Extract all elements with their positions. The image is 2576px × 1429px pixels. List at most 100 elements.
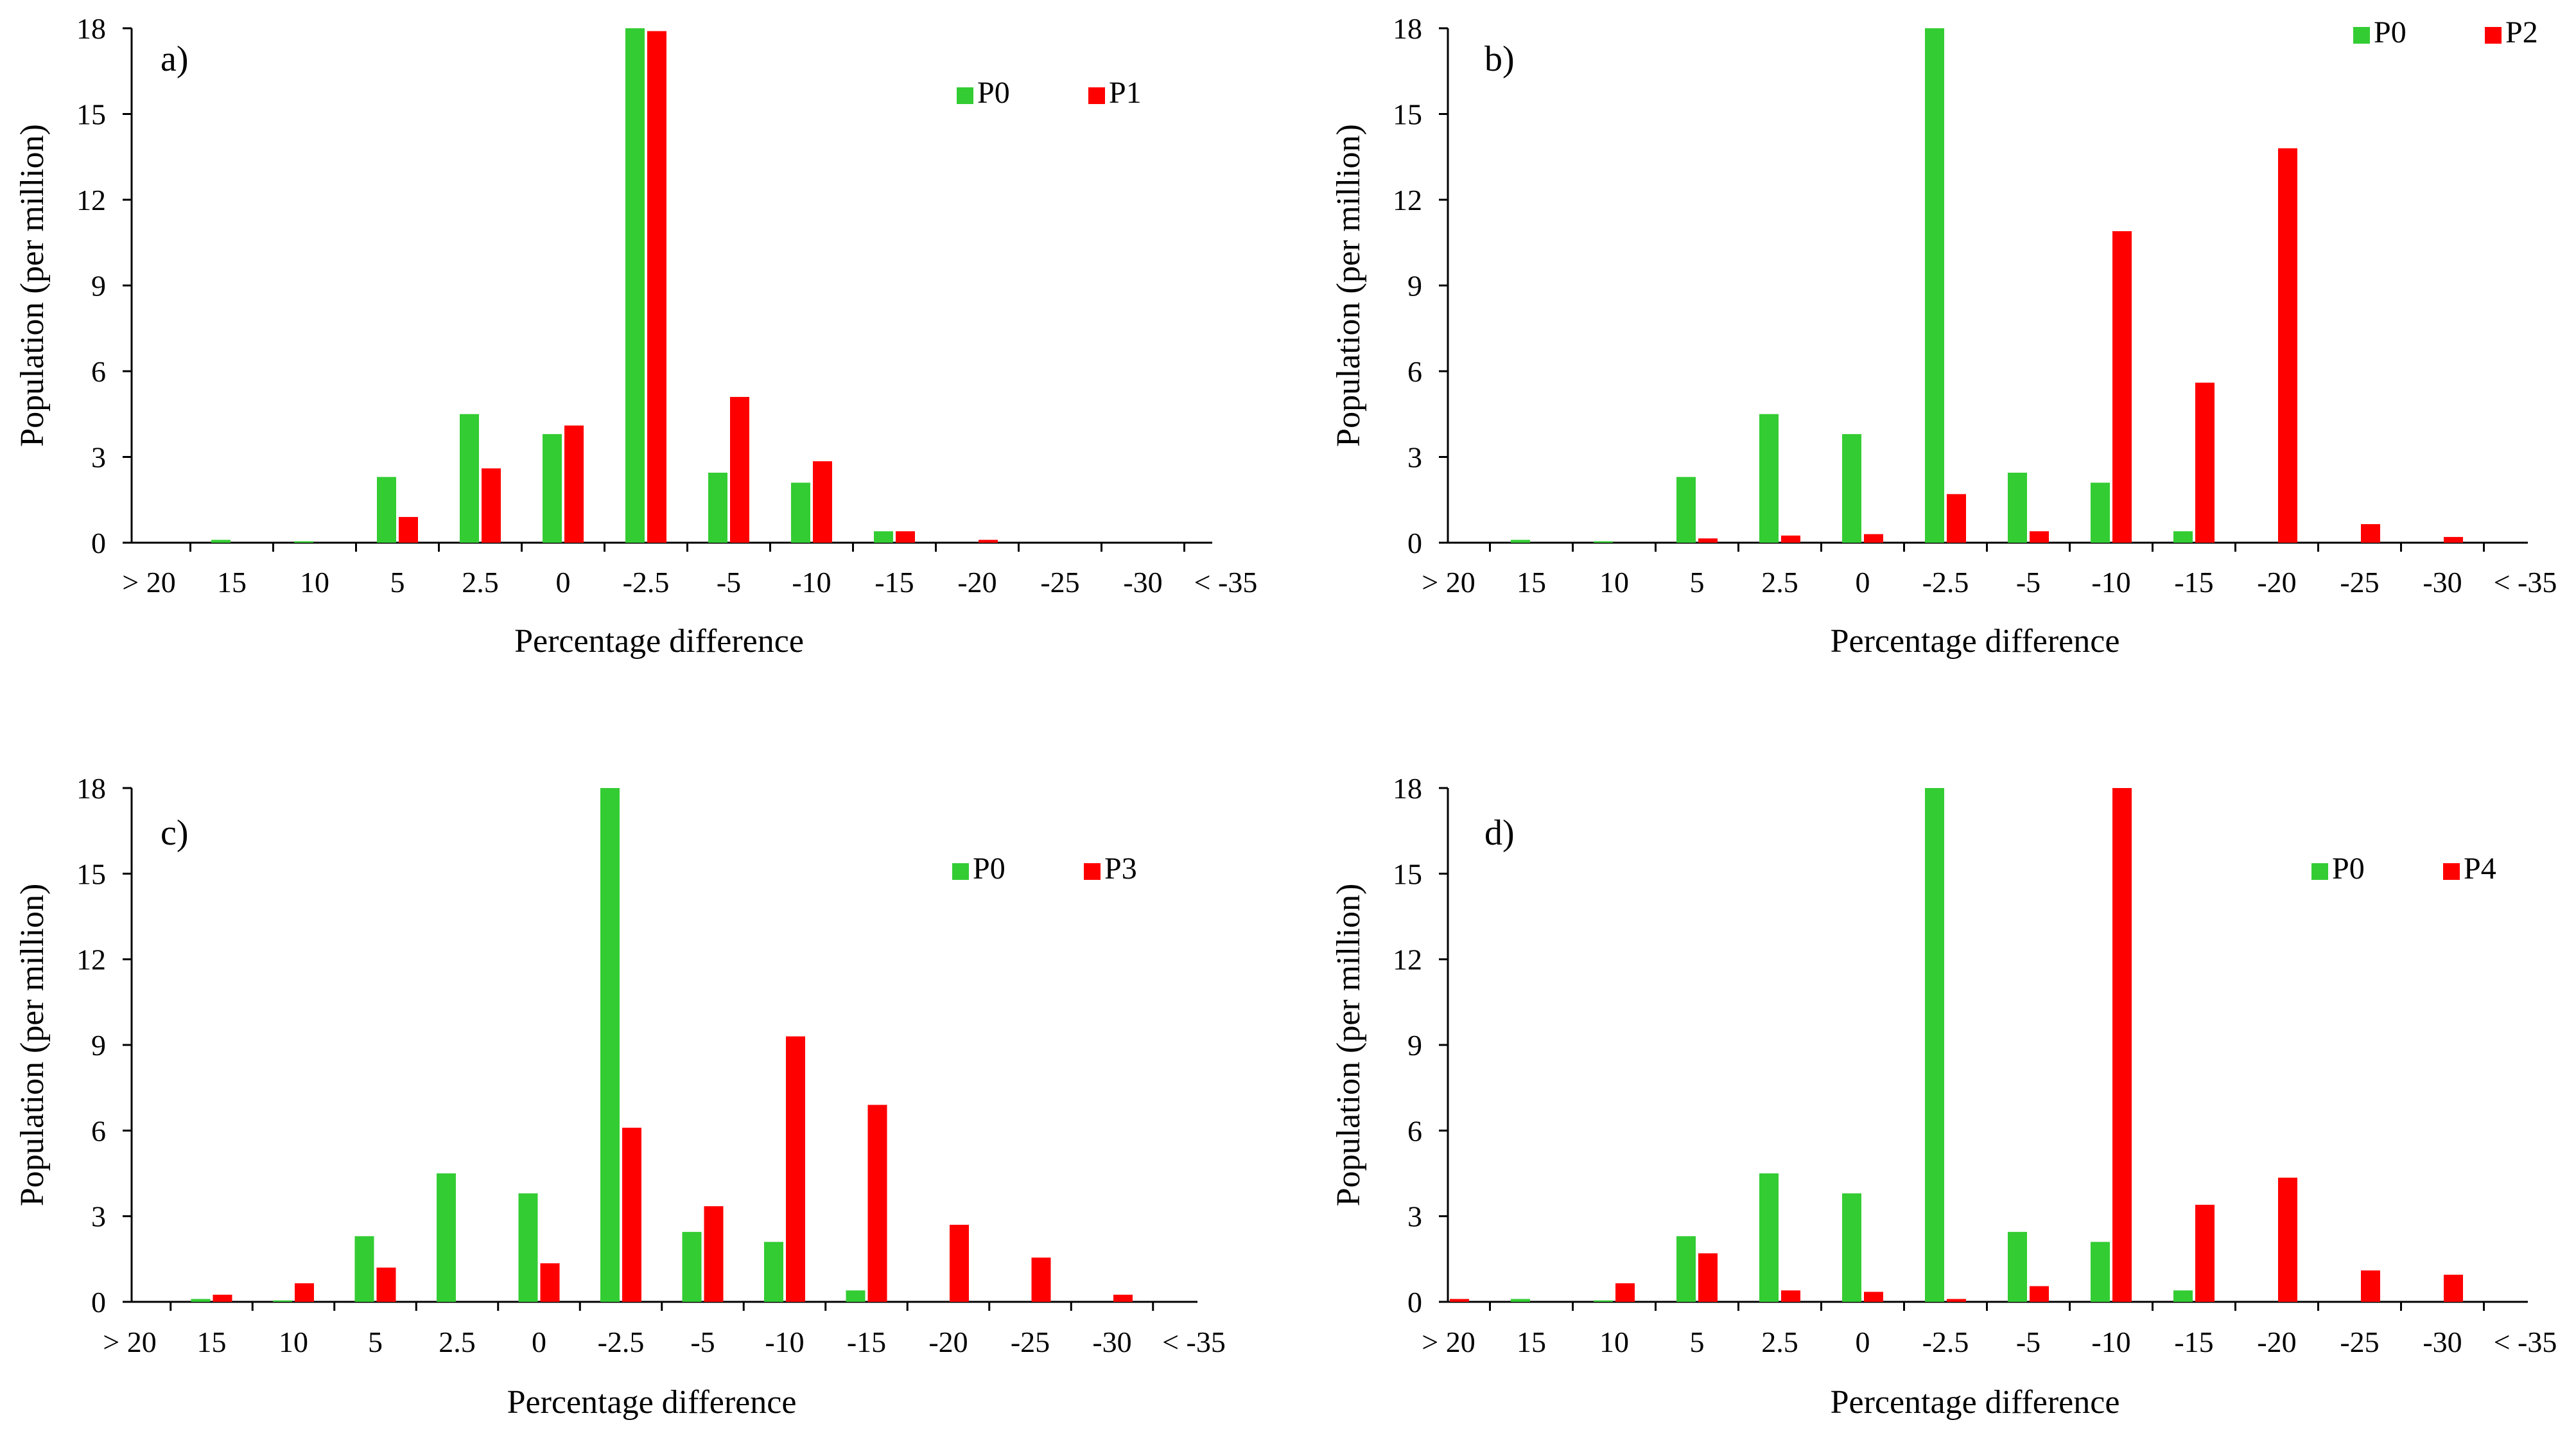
y-tick-label: 6 — [1407, 355, 1422, 388]
bar-p2 — [2112, 231, 2132, 543]
x-tick-label: 2.5 — [1761, 1326, 1798, 1358]
bar-p0 — [791, 482, 810, 543]
y-tick-label: 15 — [1393, 857, 1422, 890]
bar-p3 — [1113, 1294, 1133, 1302]
y-tick-label: 6 — [91, 1114, 106, 1147]
x-tick-label: -5 — [717, 566, 741, 599]
bar-p0 — [1925, 788, 1944, 1302]
x-tick-label: -2.5 — [623, 566, 670, 599]
y-tick-label: 9 — [1407, 1029, 1422, 1062]
bar-p1 — [896, 531, 915, 543]
y-tick-label: 15 — [76, 98, 106, 131]
bar-p2 — [1864, 534, 1883, 543]
x-tick-label: -5 — [2016, 1326, 2041, 1358]
bar-p0 — [600, 788, 620, 1302]
bar-p0 — [682, 1232, 702, 1302]
bar-p0 — [1676, 1236, 1696, 1302]
x-tick-label: 15 — [197, 1326, 227, 1358]
x-tick-label: -20 — [2257, 1326, 2296, 1358]
x-tick-label: -30 — [2423, 1326, 2462, 1358]
bar-p0 — [2008, 472, 2027, 543]
bar-p0 — [273, 1300, 292, 1302]
y-tick-label: 18 — [1393, 772, 1422, 805]
x-tick-label: < -35 — [1194, 566, 1258, 599]
bar-p4 — [2361, 1270, 2380, 1302]
bar-p3 — [704, 1206, 724, 1302]
y-tick-label: 0 — [91, 1286, 106, 1319]
x-tick-label: 2.5 — [439, 1326, 476, 1358]
bar-p0 — [625, 28, 645, 543]
panel-label: b) — [1484, 39, 1515, 79]
y-tick-label: 3 — [1407, 1200, 1422, 1233]
x-tick-label: -25 — [1040, 566, 1079, 599]
bar-p1 — [979, 539, 998, 543]
bar-p4 — [2195, 1204, 2215, 1302]
panel-label: a) — [161, 39, 189, 79]
bar-p0 — [1759, 414, 1779, 543]
x-tick-label: 10 — [1599, 1326, 1629, 1358]
x-tick-label: -5 — [2016, 566, 2041, 599]
bar-p0 — [2091, 482, 2110, 543]
bar-p0 — [1511, 539, 1530, 543]
legend: P0 P1 — [957, 76, 1142, 110]
bar-p0 — [543, 434, 562, 543]
legend-label-p4: P4 — [2464, 852, 2496, 886]
bar-p1 — [564, 425, 584, 543]
bar-p4 — [1450, 1299, 1469, 1302]
x-axis-title: Percentage difference — [1831, 1384, 2120, 1421]
legend-label-p2: P2 — [2505, 15, 2538, 49]
bar-p0 — [460, 414, 479, 543]
x-tick-label: 2.5 — [462, 566, 499, 599]
panel-label: d) — [1484, 813, 1515, 853]
x-axis-title: Percentage difference — [1831, 623, 2120, 660]
x-tick-label: -15 — [2174, 566, 2213, 599]
y-tick-label: 18 — [76, 12, 106, 45]
bar-p0 — [1759, 1173, 1779, 1302]
x-tick-label: -25 — [2340, 1326, 2379, 1358]
y-tick-label: 9 — [1407, 270, 1422, 302]
bar-p2 — [2278, 148, 2297, 543]
bar-p0 — [1842, 1193, 1861, 1302]
bar-p3 — [786, 1036, 805, 1302]
x-tick-label: > 20 — [103, 1326, 156, 1358]
bar-p2 — [2195, 382, 2215, 543]
bar-p4 — [1615, 1283, 1635, 1302]
x-tick-label: > 20 — [1422, 566, 1475, 599]
x-axis-title: Percentage difference — [514, 623, 804, 660]
x-tick-label: -30 — [2423, 566, 2462, 599]
bar-p4 — [1698, 1253, 1718, 1302]
bar-p1 — [730, 397, 749, 543]
bar-p3 — [867, 1105, 887, 1302]
x-tick-label: 10 — [279, 1326, 308, 1358]
y-tick-label: 12 — [76, 184, 106, 216]
x-tick-label: 15 — [217, 566, 247, 599]
chart-panel-c: 0 3 6 9 12 15 18 > 20 15 10 5 2.5 0 -2.5 -5 -10 -15 -20 -2… — [14, 772, 1226, 1421]
chart-panel-a: 0 3 6 9 12 15 18 > 20 15 10 5 2.5 0 -2.5 -5 -10 -15 -20 -2… — [14, 12, 1257, 660]
x-tick-label: 0 — [556, 566, 571, 599]
y-tick-label: 18 — [76, 772, 106, 805]
x-tick-label: -30 — [1123, 566, 1162, 599]
x-tick-label: -25 — [2340, 566, 2379, 599]
x-tick-label: -20 — [2257, 566, 2296, 599]
bar-p1 — [482, 468, 501, 543]
x-tick-label: -15 — [875, 566, 914, 599]
bar-p4 — [2278, 1177, 2297, 1302]
bar-p0 — [2173, 531, 2193, 543]
x-tick-label: -2.5 — [598, 1326, 645, 1358]
x-tick-label: 5 — [390, 566, 405, 599]
x-tick-label: 15 — [1517, 1326, 1546, 1358]
bar-p0 — [518, 1193, 538, 1302]
bar-p2 — [1781, 535, 1800, 543]
x-tick-label: -5 — [690, 1326, 715, 1358]
legend-label-p0: P0 — [977, 76, 1010, 110]
x-tick-label: 10 — [300, 566, 329, 599]
x-tick-label: 0 — [1856, 1326, 1870, 1358]
x-tick-label: < -35 — [2494, 1326, 2557, 1358]
bar-p0 — [708, 472, 727, 543]
y-tick-label: 0 — [91, 527, 106, 559]
bar-p2 — [2361, 524, 2380, 543]
bar-p0 — [191, 1299, 211, 1302]
y-axis-title: Population (per million) — [1330, 884, 1367, 1207]
bar-p4 — [2112, 788, 2132, 1302]
